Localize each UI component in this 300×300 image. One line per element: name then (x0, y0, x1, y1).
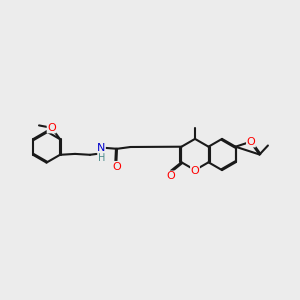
Text: O: O (112, 161, 121, 172)
Text: H: H (98, 153, 105, 163)
Text: N: N (97, 142, 105, 153)
Text: O: O (47, 123, 56, 133)
Text: O: O (247, 137, 255, 147)
Text: O: O (190, 166, 200, 176)
Text: O: O (166, 171, 175, 181)
